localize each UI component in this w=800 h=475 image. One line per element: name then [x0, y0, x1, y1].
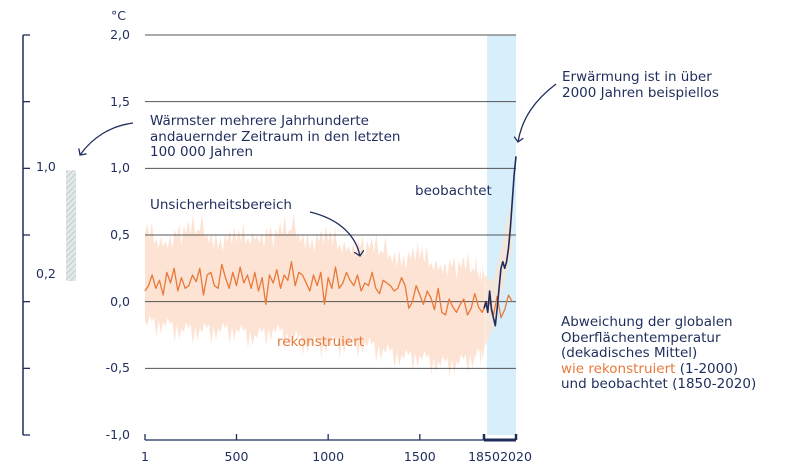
- legend-line-3: (dekadisches Mittel): [561, 345, 698, 361]
- gridlines: [145, 34, 516, 369]
- x-tick-label: 1500: [403, 449, 436, 464]
- observed-line: [483, 156, 517, 327]
- arrow-uncertainty: [309, 211, 360, 256]
- y-tick-label: -1,0: [105, 427, 130, 442]
- reconstructed-line: [144, 261, 513, 319]
- unit-label: °C: [111, 8, 126, 23]
- arrow-warmest-period: [80, 122, 134, 155]
- y-tick-label: 2,0: [110, 27, 130, 42]
- warmest-period-range-bar: [66, 170, 76, 281]
- arrow-unprecedented: [518, 83, 557, 142]
- x-tick-label: 1000: [312, 449, 345, 464]
- annotation-unprecedented: Erwärmung ist in über 2000 Jahren beispi…: [562, 69, 719, 101]
- y-tick-label: 0,0: [110, 293, 130, 309]
- legend-line-4: wie rekonstruiert (1-2000): [561, 360, 739, 377]
- legend-line-5: und beobachtet (1850-2020): [561, 376, 757, 392]
- left-axis-label: 0,2: [36, 266, 56, 281]
- x-tick-label: 1850: [468, 449, 500, 464]
- y-tick-label: 0,5: [110, 227, 130, 242]
- legend-line-1: Abweichung der globalen: [561, 314, 733, 330]
- legend-line-2: Oberflächentemperatur: [561, 329, 721, 346]
- annotation-observed: beobachtet: [415, 183, 492, 199]
- annotation-arrows: [80, 83, 557, 256]
- axes: [144, 434, 518, 442]
- left-axis-label: 1,0: [36, 159, 56, 175]
- annotation-warmest-period: Wärmster mehrere Jahrhunderte andauernde…: [150, 113, 401, 160]
- y-tick-label: 1,5: [110, 93, 130, 109]
- y-tick-label: -0,5: [105, 360, 130, 376]
- y-tick-label: 1,0: [110, 160, 130, 176]
- x-tick-label: 500: [224, 449, 249, 464]
- uncertainty-polygon: [145, 214, 484, 378]
- legend: Abweichung der globalen Oberflächentempe…: [561, 314, 757, 393]
- x-tick-label: 1: [141, 449, 149, 464]
- annotation-uncertainty: Unsicherheitsbereich: [150, 197, 292, 213]
- left-reference-axis: [22, 34, 76, 436]
- annotation-reconstructed: rekonstruiert: [277, 334, 365, 350]
- x-tick-label: 2020: [500, 449, 532, 464]
